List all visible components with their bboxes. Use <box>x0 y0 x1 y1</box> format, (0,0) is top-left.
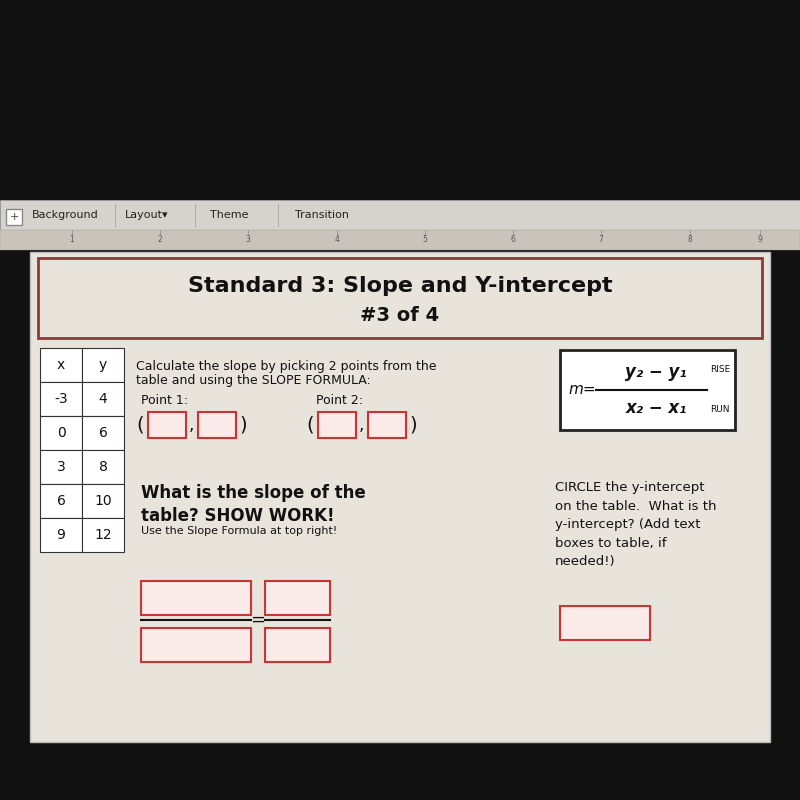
Text: 8: 8 <box>688 235 692 245</box>
Text: Point 2:: Point 2: <box>316 394 363 407</box>
Text: Layout▾: Layout▾ <box>125 210 169 220</box>
Text: 2: 2 <box>158 235 162 245</box>
Bar <box>141 628 251 662</box>
Text: ): ) <box>409 415 417 434</box>
Text: 12: 12 <box>94 528 112 542</box>
Bar <box>40 382 82 416</box>
Bar <box>40 518 82 552</box>
Text: ,: , <box>189 416 194 434</box>
Text: 9: 9 <box>758 235 762 245</box>
Text: Transition: Transition <box>295 210 349 220</box>
Text: 3: 3 <box>57 460 66 474</box>
Text: 6: 6 <box>510 235 515 245</box>
Text: 6: 6 <box>57 494 66 508</box>
Text: ): ) <box>239 415 246 434</box>
Bar <box>82 382 124 416</box>
Bar <box>265 628 330 662</box>
Text: RISE: RISE <box>710 366 730 374</box>
Text: What is the slope of the
table? SHOW WORK!: What is the slope of the table? SHOW WOR… <box>141 484 366 525</box>
Bar <box>6 209 22 225</box>
Text: =: = <box>250 611 266 629</box>
Text: 0: 0 <box>57 426 66 440</box>
Text: #3 of 4: #3 of 4 <box>361 306 439 325</box>
Text: 1: 1 <box>70 235 74 245</box>
Bar <box>560 350 735 430</box>
Text: Use the Slope Formula at top right!: Use the Slope Formula at top right! <box>141 526 338 536</box>
Bar <box>40 484 82 518</box>
Text: (: ( <box>136 415 143 434</box>
Text: 6: 6 <box>98 426 107 440</box>
Text: 9: 9 <box>57 528 66 542</box>
Text: 7: 7 <box>598 235 603 245</box>
Text: CIRCLE the y-intercept
on the table.  What is th
y-intercept? (Add text
boxes to: CIRCLE the y-intercept on the table. Wha… <box>555 481 717 568</box>
Text: table and using the SLOPE FORMULA:: table and using the SLOPE FORMULA: <box>136 374 370 387</box>
Text: +: + <box>10 212 18 222</box>
Text: 4: 4 <box>334 235 339 245</box>
Text: y₂ − y₁: y₂ − y₁ <box>626 363 687 381</box>
Bar <box>0 200 800 230</box>
Bar <box>318 412 356 438</box>
Text: (: ( <box>306 415 314 434</box>
Bar <box>265 581 330 615</box>
Text: 10: 10 <box>94 494 112 508</box>
Bar <box>40 348 82 382</box>
Text: x: x <box>57 358 65 372</box>
Bar <box>40 416 82 450</box>
Text: 3: 3 <box>246 235 250 245</box>
Bar <box>141 581 251 615</box>
Text: x₂ − x₁: x₂ − x₁ <box>626 399 687 417</box>
Bar <box>148 412 186 438</box>
Bar <box>40 450 82 484</box>
Bar <box>30 252 770 742</box>
Bar <box>368 412 406 438</box>
Text: 5: 5 <box>422 235 427 245</box>
Text: Calculate the slope by picking 2 points from the: Calculate the slope by picking 2 points … <box>136 360 437 373</box>
Text: m=: m= <box>568 382 596 398</box>
Bar <box>198 412 236 438</box>
Text: -3: -3 <box>54 392 68 406</box>
Bar <box>82 450 124 484</box>
Text: RUN: RUN <box>710 406 730 414</box>
Bar <box>82 416 124 450</box>
Bar <box>82 518 124 552</box>
Text: 4: 4 <box>98 392 107 406</box>
Text: y: y <box>99 358 107 372</box>
Text: Background: Background <box>32 210 98 220</box>
Bar <box>560 606 650 640</box>
Bar <box>38 258 762 338</box>
Text: Theme: Theme <box>210 210 249 220</box>
Text: ,: , <box>359 416 364 434</box>
Bar <box>0 230 800 250</box>
Text: Point 1:: Point 1: <box>141 394 188 407</box>
Bar <box>82 484 124 518</box>
Text: 8: 8 <box>98 460 107 474</box>
Bar <box>82 348 124 382</box>
Text: Standard 3: Slope and Y-intercept: Standard 3: Slope and Y-intercept <box>188 276 612 296</box>
